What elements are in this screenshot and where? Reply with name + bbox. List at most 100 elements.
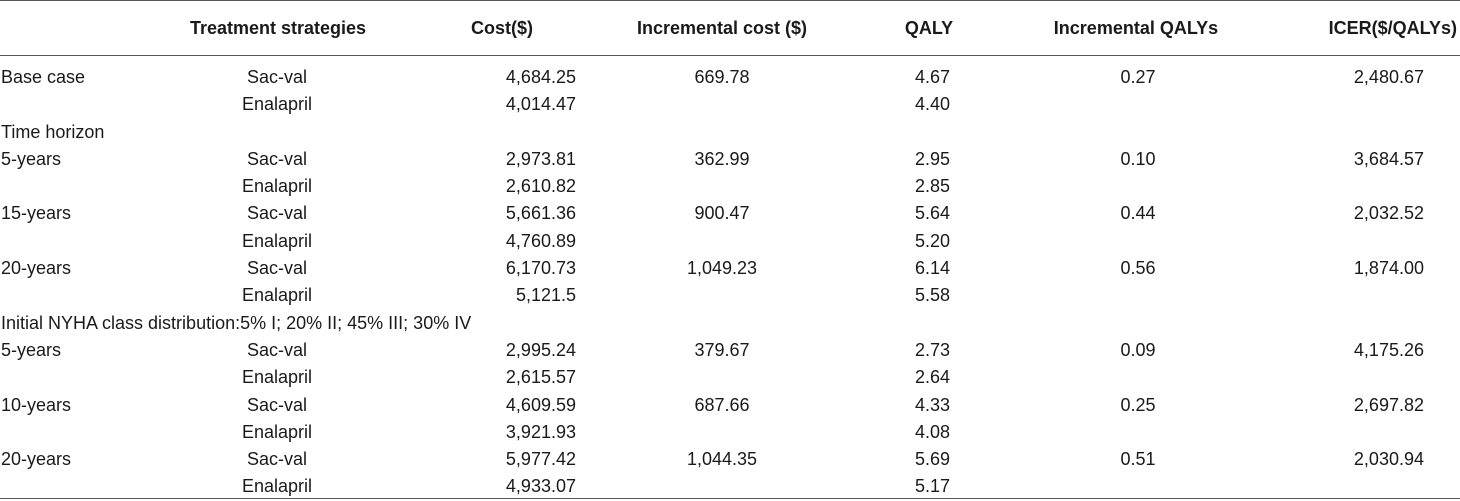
incremental-qalys-cell: 0.25 bbox=[1120, 394, 1156, 415]
incremental-cost-cell: 1,049.23 bbox=[686, 258, 758, 279]
header-icer: ICER($/QALYs) bbox=[1328, 18, 1457, 38]
table-top-rule bbox=[0, 0, 1460, 1]
treatment-strategy-cell: Sac-val bbox=[246, 258, 308, 279]
section-row: Initial NYHA class distribution:5% I; 20… bbox=[0, 310, 1460, 337]
table-row: Enalapril 3,921.93 4.08 bbox=[0, 419, 1460, 446]
table-header-rule bbox=[0, 55, 1460, 56]
qaly-cell: 4.67 bbox=[914, 67, 950, 87]
qaly-cell: 2.95 bbox=[914, 148, 950, 169]
incremental-cost-cell: 379.67 bbox=[694, 339, 750, 360]
cost-cell: 6,170.73 bbox=[505, 258, 576, 279]
incremental-cost-cell: 362.99 bbox=[694, 148, 750, 169]
table-row: 20-years Sac-val 5,977.42 1,044.35 5.69 0.51 2… bbox=[0, 446, 1460, 473]
table-row: Base case Sac-val 4,684.25 669.78 4.67 0.27 2,… bbox=[0, 64, 1460, 91]
icer-cell: 1,874.00 bbox=[1353, 258, 1424, 279]
header-incremental-qalys: Incremental QALYs bbox=[1053, 18, 1219, 38]
treatment-strategy-cell: Sac-val bbox=[246, 67, 308, 87]
cost-cell: 2,973.81 bbox=[505, 148, 576, 169]
row-label: 5-years bbox=[1, 339, 62, 360]
treatment-strategy-cell: Enalapril bbox=[241, 476, 313, 497]
cost-cell: 5,661.36 bbox=[505, 203, 576, 224]
qaly-cell: 2.64 bbox=[914, 367, 950, 388]
cost-cell: 3,921.93 bbox=[505, 421, 576, 442]
qaly-cell: 5.17 bbox=[914, 476, 950, 497]
incremental-qalys-cell: 0.27 bbox=[1120, 67, 1156, 87]
incremental-qalys-cell: 0.51 bbox=[1120, 449, 1156, 470]
table-bottom-rule bbox=[0, 498, 1460, 499]
treatment-strategy-cell: Sac-val bbox=[246, 203, 308, 224]
table-row: 10-years Sac-val 4,609.59 687.66 4.33 0.25 2,6… bbox=[0, 392, 1460, 419]
table-body: Base case Sac-val 4,684.25 669.78 4.67 0.27 2,… bbox=[0, 64, 1460, 501]
header-cost: Cost($) bbox=[471, 18, 533, 38]
treatment-strategy-cell: Sac-val bbox=[246, 339, 308, 360]
row-label: 15-years bbox=[1, 203, 72, 224]
table-row: 15-years Sac-val 5,661.36 900.47 5.64 0.44 2,0… bbox=[0, 200, 1460, 227]
table-row: Enalapril 4,933.07 5.17 bbox=[0, 473, 1460, 500]
table-row: 5-years Sac-val 2,973.81 362.99 2.95 0.10 3,68… bbox=[0, 146, 1460, 173]
qaly-cell: 5.20 bbox=[914, 230, 950, 251]
qaly-cell: 2.85 bbox=[914, 176, 950, 197]
qaly-cell: 5.64 bbox=[914, 203, 950, 224]
treatment-strategy-cell: Sac-val bbox=[246, 449, 308, 470]
qaly-cell: 4.33 bbox=[914, 394, 950, 415]
icer-cell: 2,032.52 bbox=[1353, 203, 1424, 224]
header-treatment-strategies: Treatment strategies bbox=[189, 18, 367, 38]
incremental-qalys-cell: 0.10 bbox=[1120, 148, 1156, 169]
section-row: Time horizon bbox=[0, 119, 1460, 146]
qaly-cell: 5.58 bbox=[914, 285, 950, 306]
section-label: Initial NYHA class distribution:5% I; 20… bbox=[1, 312, 472, 333]
row-label: 5-years bbox=[1, 148, 62, 169]
qaly-cell: 4.08 bbox=[914, 421, 950, 442]
header-qaly: QALY bbox=[904, 18, 954, 38]
cost-cell: 4,933.07 bbox=[505, 476, 576, 497]
treatment-strategy-cell: Enalapril bbox=[241, 94, 313, 115]
treatment-strategy-cell: Enalapril bbox=[241, 230, 313, 251]
qaly-cell: 6.14 bbox=[914, 258, 950, 279]
qaly-cell: 5.69 bbox=[914, 449, 950, 470]
incremental-cost-cell: 687.66 bbox=[694, 394, 750, 415]
treatment-strategy-cell: Enalapril bbox=[241, 176, 313, 197]
treatment-strategy-cell: Enalapril bbox=[241, 421, 313, 442]
cost-cell: 4,684.25 bbox=[505, 67, 576, 87]
cost-cell: 5,977.42 bbox=[505, 449, 576, 470]
treatment-strategy-cell: Sac-val bbox=[246, 394, 308, 415]
section-label: Time horizon bbox=[1, 121, 105, 142]
incremental-cost-cell: 669.78 bbox=[694, 67, 750, 87]
incremental-qalys-cell: 0.44 bbox=[1120, 203, 1156, 224]
row-label: Base case bbox=[1, 67, 86, 87]
table-row: Enalapril 2,610.82 2.85 bbox=[0, 173, 1460, 200]
treatment-strategy-cell: Enalapril bbox=[241, 285, 313, 306]
qaly-cell: 4.40 bbox=[914, 94, 950, 115]
incremental-cost-cell: 1,044.35 bbox=[686, 449, 758, 470]
cost-cell: 4,609.59 bbox=[505, 394, 576, 415]
table-row: 20-years Sac-val 6,170.73 1,049.23 6.14 0.56 1… bbox=[0, 255, 1460, 282]
treatment-strategy-cell: Sac-val bbox=[246, 148, 308, 169]
row-label: 20-years bbox=[1, 258, 72, 279]
cost-cell: 2,610.82 bbox=[505, 176, 576, 197]
icer-cell: 2,697.82 bbox=[1353, 394, 1424, 415]
cost-cell: 5,121.5 bbox=[515, 285, 576, 306]
row-label: 10-years bbox=[1, 394, 72, 415]
treatment-strategy-cell: Enalapril bbox=[241, 367, 313, 388]
incremental-qalys-cell: 0.56 bbox=[1120, 258, 1156, 279]
table-header: Treatment strategies Cost($) Incremental… bbox=[0, 0, 1460, 55]
table-row: Enalapril 4,014.47 4.40 bbox=[0, 91, 1460, 118]
cost-cell: 2,615.57 bbox=[505, 367, 576, 388]
incremental-cost-cell: 900.47 bbox=[694, 203, 750, 224]
table-row: Enalapril 4,760.89 5.20 bbox=[0, 228, 1460, 255]
cost-cell: 4,014.47 bbox=[505, 94, 576, 115]
icer-cell: 4,175.26 bbox=[1353, 339, 1424, 360]
cost-cell: 4,760.89 bbox=[505, 230, 576, 251]
icer-cell: 2,480.67 bbox=[1353, 67, 1424, 87]
icer-cell: 2,030.94 bbox=[1353, 449, 1424, 470]
row-label: 20-years bbox=[1, 449, 72, 470]
table-row: 5-years Sac-val 2,995.24 379.67 2.73 0.09 4,17… bbox=[0, 337, 1460, 364]
incremental-qalys-cell: 0.09 bbox=[1120, 339, 1156, 360]
table-row: Enalapril 2,615.57 2.64 bbox=[0, 364, 1460, 391]
qaly-cell: 2.73 bbox=[914, 339, 950, 360]
cost-cell: 2,995.24 bbox=[505, 339, 576, 360]
header-incremental-cost: Incremental cost ($) bbox=[636, 18, 808, 38]
table-row: Enalapril 5,121.5 5.58 bbox=[0, 282, 1460, 309]
icer-cell: 3,684.57 bbox=[1353, 148, 1424, 169]
